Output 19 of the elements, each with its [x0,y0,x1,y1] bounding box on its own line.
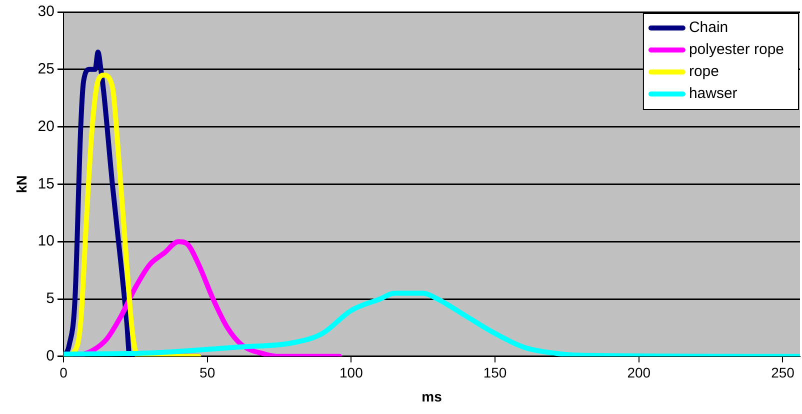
x-tick-label: 0 [60,364,68,381]
y-tick-label: 15 [38,175,54,192]
x-tick-label: 150 [483,364,507,381]
legend-label: Chain [688,19,728,36]
legend-label: hawser [688,85,738,102]
x-axis-title: ms [422,388,442,404]
x-tick-label: 100 [340,364,364,381]
x-tick-label: 200 [627,364,651,381]
y-tick-label: 25 [38,60,54,78]
legend-label: polyester rope [688,41,784,58]
y-tick-label: 0 [46,348,54,365]
y-tick-label: 30 [38,3,54,20]
y-tick-label: 20 [38,118,54,135]
y-axis-title: kN [13,175,30,194]
x-tick-label: 250 [771,364,795,381]
y-tick-label: 5 [46,290,54,308]
y-tick-label: 10 [38,232,54,250]
x-tick-label: 50 [200,364,216,381]
legend-label: rope [688,63,719,80]
